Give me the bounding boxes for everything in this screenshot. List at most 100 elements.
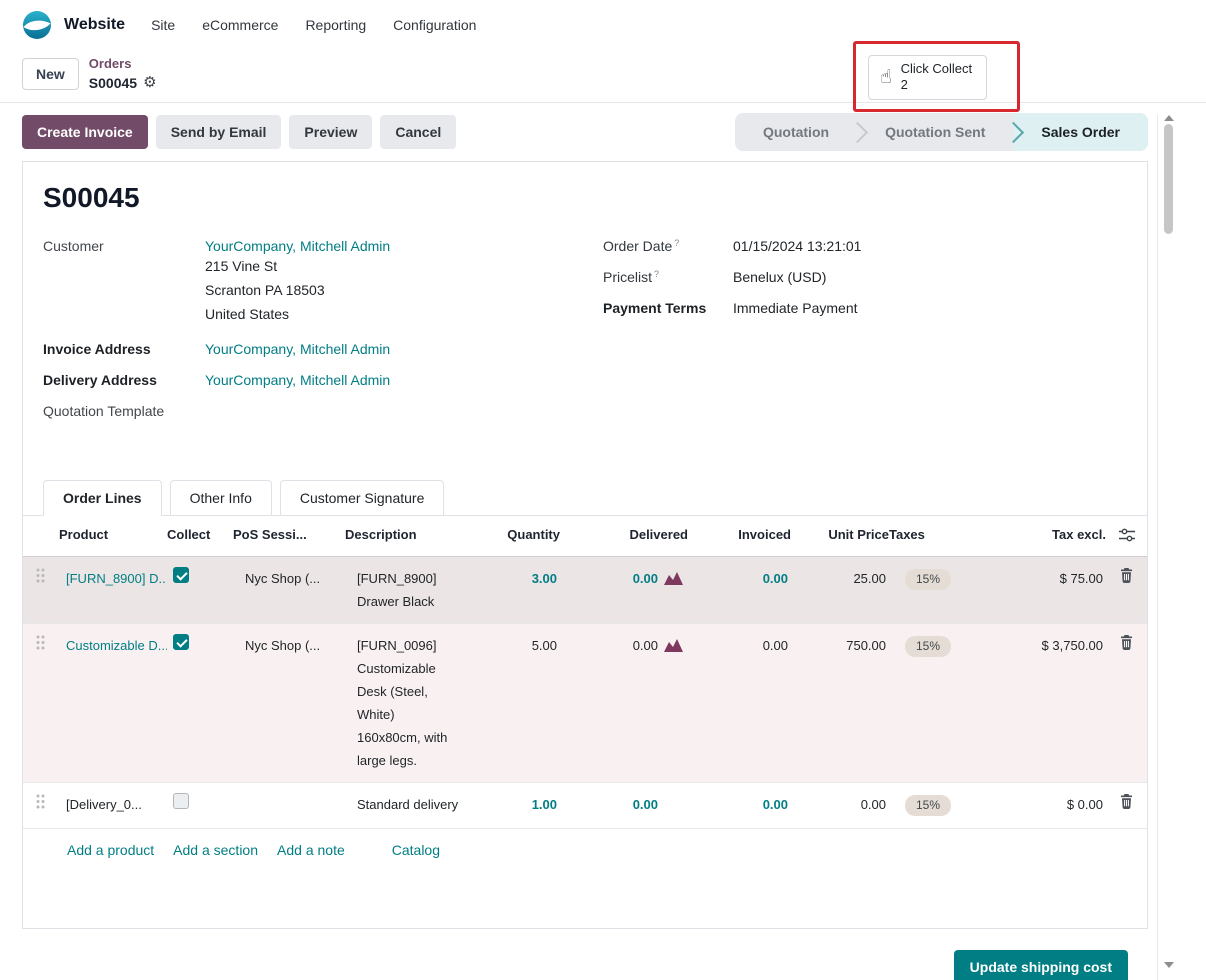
forecast-chart-icon[interactable] — [664, 569, 683, 592]
unit-price-cell[interactable]: 0.00 — [860, 797, 886, 813]
breadcrumb-orders-link[interactable]: Orders — [88, 56, 132, 71]
add-product-link[interactable]: Add a product — [67, 842, 155, 859]
pricelist-value[interactable]: Benelux (USD) — [733, 269, 827, 286]
update-shipping-button[interactable]: Update shipping cost — [953, 950, 1128, 980]
table-row[interactable]: [Delivery_0... Standard delivery 1.00 0.… — [23, 783, 1147, 830]
col-taxes[interactable]: Taxes — [889, 527, 925, 543]
tax-badge: 15% — [905, 569, 952, 591]
drag-handle-icon[interactable] — [36, 635, 45, 653]
statusbar: Quotation Quotation Sent Sales Order — [734, 113, 1148, 152]
status-quotation[interactable]: Quotation — [762, 124, 830, 141]
delete-row-icon[interactable] — [1120, 794, 1133, 812]
invoice-address-link[interactable]: YourCompany, Mitchell Admin — [205, 341, 391, 358]
description-cell[interactable]: [FURN_0096] Customizable Desk (Steel, Wh… — [357, 638, 448, 769]
quantity-cell[interactable]: 5.00 — [531, 638, 557, 654]
top-nav: Website Site eCommerce Reporting Configu… — [0, 0, 1206, 50]
delete-row-icon[interactable] — [1120, 568, 1133, 586]
footer-bar: Update shipping cost — [0, 950, 1206, 980]
collect-checkbox[interactable] — [173, 567, 189, 584]
main-menu: Site eCommerce Reporting Configuration — [151, 17, 476, 33]
add-section-link[interactable]: Add a section — [173, 842, 259, 859]
table-row[interactable]: [FURN_8900] D... Nyc Shop (... [FURN_890… — [23, 557, 1147, 625]
breadcrumb-current: S00045 — [88, 74, 138, 91]
tab-order-lines[interactable]: Order Lines — [43, 480, 162, 517]
invoiced-cell[interactable]: 0.00 — [762, 571, 788, 587]
unit-price-cell[interactable]: 750.00 — [846, 638, 886, 654]
add-note-link[interactable]: Add a note — [277, 842, 345, 859]
col-invoiced[interactable]: Invoiced — [738, 527, 791, 543]
catalog-link[interactable]: Catalog — [391, 842, 441, 859]
delivered-cell[interactable]: 0.00 — [560, 624, 688, 782]
unit-price-cell[interactable]: 25.00 — [853, 571, 886, 587]
quantity-cell[interactable]: 1.00 — [531, 797, 557, 813]
payment-terms-value[interactable]: Immediate Payment — [733, 300, 858, 317]
send-by-email-button[interactable]: Send by Email — [155, 115, 282, 150]
product-link[interactable]: [Delivery_0... — [66, 797, 142, 813]
customer-address-line: Scranton PA 18503 — [205, 282, 325, 299]
tax-excl-cell: $ 3,750.00 — [1041, 638, 1103, 654]
website-app-logo-icon[interactable] — [22, 10, 52, 40]
click-collect-count: 2 — [900, 77, 908, 93]
pos-session-cell[interactable]: Nyc Shop (... — [245, 638, 321, 654]
collect-checkbox[interactable] — [173, 793, 189, 810]
tab-other-info[interactable]: Other Info — [169, 480, 272, 517]
col-collect[interactable]: Collect — [167, 527, 211, 543]
tax-badge: 15% — [905, 636, 952, 658]
scroll-down-arrow[interactable] — [1164, 962, 1174, 968]
description-cell[interactable]: Standard delivery — [357, 797, 459, 813]
tax-excl-cell: $ 0.00 — [1066, 797, 1103, 813]
order-fields: Customer YourCompany, Mitchell Admin 215… — [23, 214, 1147, 434]
click-collect-button[interactable]: ☝ Click Collect 2 — [868, 55, 988, 100]
scroll-up-arrow[interactable] — [1164, 115, 1174, 121]
product-link[interactable]: Customizable D... — [66, 638, 167, 654]
invoiced-cell[interactable]: 0.00 — [762, 638, 788, 654]
menu-configuration[interactable]: Configuration — [393, 17, 477, 33]
menu-ecommerce[interactable]: eCommerce — [202, 17, 279, 33]
product-link[interactable]: [FURN_8900] D... — [66, 571, 167, 587]
table-row[interactable]: Customizable D... Nyc Shop (... [FURN_00… — [23, 624, 1147, 784]
status-quotation-sent[interactable]: Quotation Sent — [857, 113, 1013, 151]
quotation-template-label: Quotation Template — [43, 403, 165, 420]
delivered-cell[interactable]: 0.00 — [560, 557, 688, 623]
customer-link[interactable]: YourCompany, Mitchell Admin — [205, 238, 391, 255]
col-product[interactable]: Product — [59, 527, 109, 543]
scrollbar-thumb[interactable] — [1164, 124, 1173, 234]
action-bar: Create Invoice Send by Email Preview Can… — [0, 103, 1206, 162]
quantity-cell[interactable]: 3.00 — [531, 571, 557, 587]
col-tax-excl[interactable]: Tax excl. — [1052, 527, 1106, 543]
invoiced-cell[interactable]: 0.00 — [762, 797, 788, 813]
order-date-value[interactable]: 01/15/2024 13:21:01 — [733, 238, 862, 255]
delivery-address-link[interactable]: YourCompany, Mitchell Admin — [205, 372, 391, 389]
col-pos-session[interactable]: PoS Sessi... — [233, 527, 307, 543]
col-description[interactable]: Description — [345, 527, 417, 543]
notebook-tabs: Order Lines Other Info Customer Signatur… — [23, 480, 1147, 517]
tab-customer-signature[interactable]: Customer Signature — [279, 480, 445, 517]
order-date-label: Order Date? — [603, 238, 680, 255]
gear-icon[interactable]: ⚙ — [143, 73, 157, 91]
description-cell[interactable]: [FURN_8900] Drawer Black — [357, 571, 437, 610]
cancel-button[interactable]: Cancel — [380, 115, 457, 150]
drag-handle-icon[interactable] — [36, 568, 45, 586]
delivered-cell[interactable]: 0.00 — [632, 797, 658, 813]
preview-button[interactable]: Preview — [289, 115, 373, 150]
pos-session-cell[interactable]: Nyc Shop (... — [245, 571, 321, 587]
forecast-chart-icon[interactable] — [664, 636, 683, 659]
tax-excl-cell: $ 75.00 — [1059, 571, 1103, 587]
delete-row-icon[interactable] — [1120, 635, 1133, 653]
drag-handle-icon[interactable] — [36, 794, 45, 812]
col-quantity[interactable]: Quantity — [507, 527, 560, 543]
new-button[interactable]: New — [22, 58, 79, 91]
col-unit-price[interactable]: Unit Price — [828, 527, 889, 543]
status-sales-order[interactable]: Sales Order — [1013, 113, 1148, 152]
col-delivered[interactable]: Delivered — [629, 527, 688, 543]
menu-site[interactable]: Site — [151, 17, 176, 33]
order-form-sheet: S00045 Customer YourCompany, Mitchell Ad… — [22, 161, 1148, 930]
menu-reporting[interactable]: Reporting — [305, 17, 367, 33]
pos-session-cell[interactable] — [233, 783, 345, 828]
create-invoice-button[interactable]: Create Invoice — [22, 115, 148, 150]
panel-divider — [1157, 115, 1158, 980]
collect-checkbox[interactable] — [173, 634, 189, 651]
optional-columns-icon[interactable] — [1118, 528, 1135, 545]
app-name[interactable]: Website — [64, 16, 126, 33]
